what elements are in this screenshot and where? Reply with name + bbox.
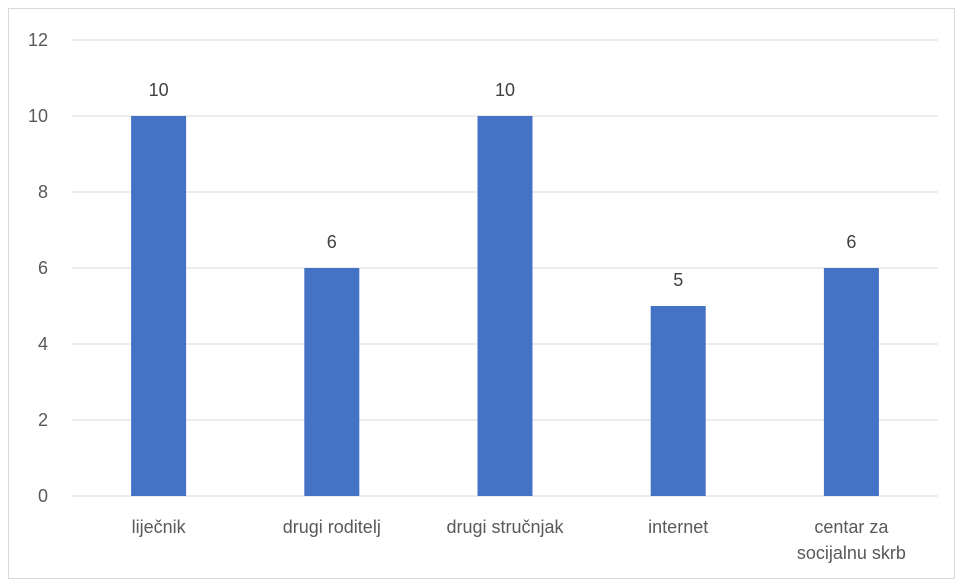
y-tick-label: 4: [38, 334, 48, 354]
y-tick-label: 2: [38, 410, 48, 430]
bar: [650, 306, 706, 496]
data-label: 10: [149, 80, 169, 100]
y-tick-label: 0: [38, 486, 48, 506]
bar: [131, 116, 187, 496]
data-labels: 10 6 10 5 6: [149, 80, 857, 290]
bar: [477, 116, 533, 496]
x-category-label: socijalnu skrb: [797, 543, 906, 563]
data-label: 5: [673, 270, 683, 290]
x-category-label: drugi roditelj: [283, 517, 381, 537]
data-label: 10: [495, 80, 515, 100]
x-axis-category-labels: liječnik drugi roditelj drugi stručnjak int…: [132, 517, 906, 563]
x-category-label: centar za: [814, 517, 889, 537]
y-tick-label: 10: [28, 106, 48, 126]
bars: [131, 116, 879, 496]
y-tick-label: 12: [28, 30, 48, 50]
x-category-label: drugi stručnjak: [446, 517, 564, 537]
x-category-label: internet: [648, 517, 708, 537]
y-axis-tick-labels: 0 2 4 6 8 10 12: [28, 30, 48, 506]
data-label: 6: [327, 232, 337, 252]
y-tick-label: 6: [38, 258, 48, 278]
bar: [304, 268, 360, 496]
bar: [823, 268, 879, 496]
data-label: 6: [846, 232, 856, 252]
y-tick-label: 8: [38, 182, 48, 202]
x-category-label: liječnik: [132, 517, 187, 537]
